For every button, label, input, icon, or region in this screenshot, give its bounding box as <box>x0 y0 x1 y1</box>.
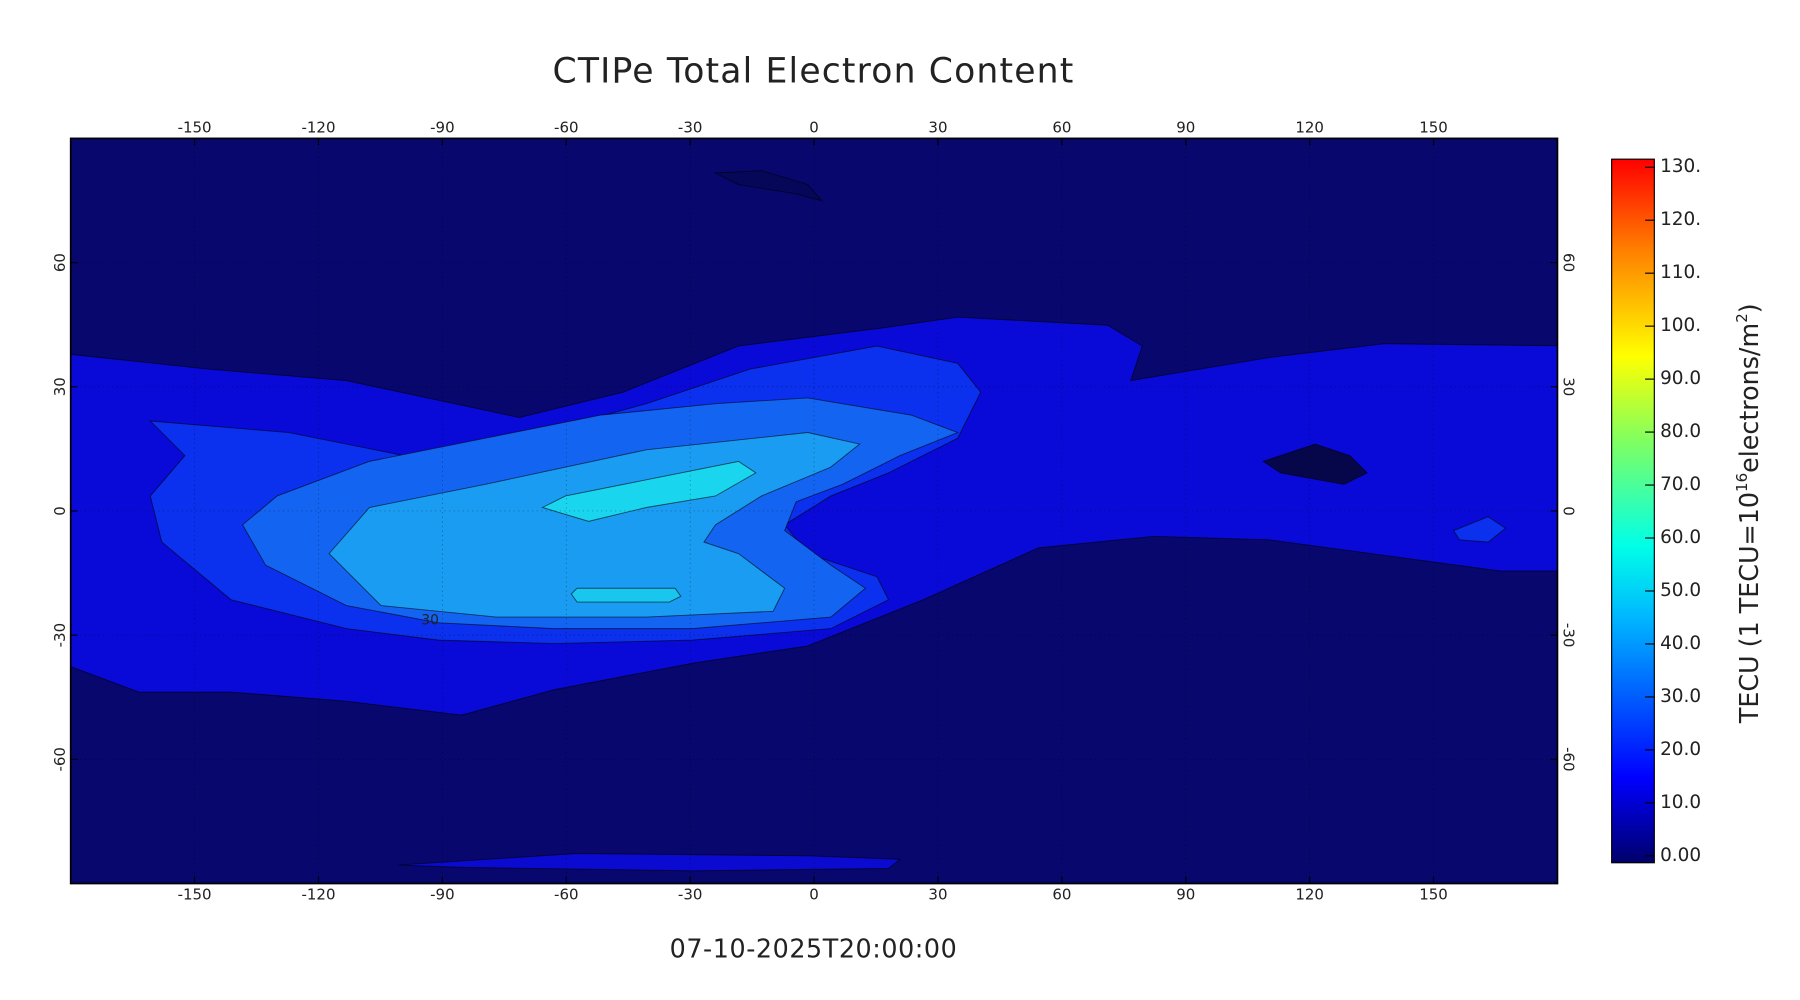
x-tick-label: -60 <box>554 119 578 137</box>
y-tick-label: 60 <box>51 253 69 272</box>
title: CTIPe Total Electron Content <box>553 52 1075 92</box>
colorbar-tick-label: 70.0 <box>1660 474 1701 495</box>
colorbar-tick-label: 30.0 <box>1660 686 1701 707</box>
colorbar-tick-label: 40.0 <box>1660 633 1701 654</box>
colorbar-tick-label: 60.0 <box>1660 527 1701 548</box>
x-tick-label: -60 <box>554 886 578 904</box>
x-tick-label: 60 <box>1052 886 1071 904</box>
y-tick-label: 30 <box>51 377 69 396</box>
y-tick-label: -30 <box>1559 623 1577 647</box>
x-tick-label: 150 <box>1419 119 1448 137</box>
level-2 <box>1452 516 1507 543</box>
level-5 <box>570 587 682 603</box>
y-tick-label: 30 <box>1559 377 1577 396</box>
x-tick-label: 30 <box>928 886 947 904</box>
x-tick-label: 120 <box>1295 119 1324 137</box>
colorbar-tick-label: 0.00 <box>1660 845 1701 866</box>
x-tick-label: 90 <box>1176 886 1195 904</box>
label-superscript: 2 <box>1732 313 1750 323</box>
y-tick-label: -60 <box>51 747 69 771</box>
colorbar-tick-label: 80.0 <box>1660 421 1701 442</box>
colorbar-tick-label: 10.0 <box>1660 792 1701 813</box>
label-superscript: 16 <box>1732 473 1750 492</box>
y-tick-label: 0 <box>1559 506 1577 516</box>
y-tick-label: -60 <box>1559 747 1577 771</box>
level-5 <box>541 460 757 522</box>
y-tick-label: 0 <box>51 506 69 516</box>
colorbar-tick-label: 110. <box>1660 262 1701 283</box>
colorbar-label: TECU (1 TECU=1016electrons/m2) <box>1732 303 1764 724</box>
y-tick-label: 60 <box>1559 253 1577 272</box>
colorbar-tick-label: 50.0 <box>1660 580 1701 601</box>
label-text: electrons/m <box>1734 323 1764 473</box>
x-tick-label: -150 <box>178 886 212 904</box>
x-tick-label: -90 <box>430 886 454 904</box>
colorbar-tick-label: 130. <box>1660 156 1701 177</box>
tec-map <box>70 138 1558 884</box>
colorbar <box>1611 158 1655 864</box>
x-tick-label: -120 <box>301 886 335 904</box>
x-tick-label: 0 <box>809 119 819 137</box>
x-tick-label: 60 <box>1052 119 1071 137</box>
timestamp: 07-10-2025T20:00:00 <box>670 933 958 963</box>
x-tick-label: 30 <box>928 119 947 137</box>
x-tick-label: -150 <box>178 119 212 137</box>
label-text: TECU (1 TECU=10 <box>1734 492 1764 724</box>
axes: -150 -150 -120 -120 -90 -90 -60 -60 -30 -30 0 0 30 30… <box>51 119 1577 904</box>
x-tick-label: -30 <box>678 119 702 137</box>
level-low <box>713 170 823 202</box>
colorbar-tick-label: 90.0 <box>1660 368 1701 389</box>
x-tick-label: -120 <box>301 119 335 137</box>
level-low <box>1262 443 1368 485</box>
colorbar-tick-label: 100. <box>1660 315 1701 336</box>
level-1 <box>398 853 902 872</box>
colorbar-axis: 0.00 10.0 20.0 30.0 40.0 50.0 60.0 70.0 80.0 90.0… <box>1645 156 1701 866</box>
x-tick-label: -90 <box>430 119 454 137</box>
x-tick-label: 90 <box>1176 119 1195 137</box>
colorbar-tick-label: 120. <box>1660 209 1701 230</box>
y-tick-label: -30 <box>51 623 69 647</box>
colorbar-tick-label: 20.0 <box>1660 739 1701 760</box>
label-text: ) <box>1734 303 1764 313</box>
x-tick-label: 0 <box>809 886 819 904</box>
x-tick-label: 150 <box>1419 886 1448 904</box>
x-tick-label: 120 <box>1295 886 1324 904</box>
plot-frame <box>69 137 1559 885</box>
contour-label: 30 <box>421 613 439 629</box>
x-tick-label: -30 <box>678 886 702 904</box>
